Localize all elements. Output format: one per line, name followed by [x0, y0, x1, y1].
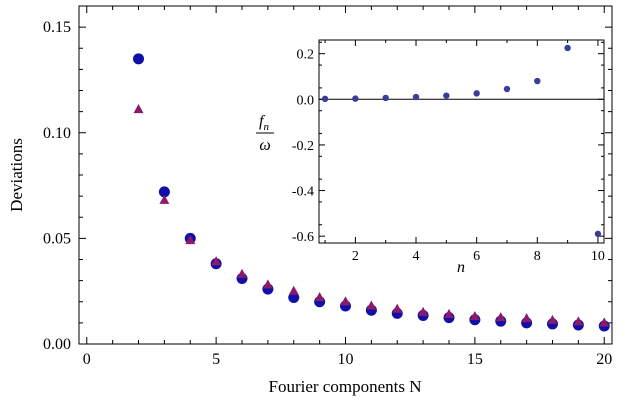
main-y-ticks: 0.00 0.05 0.10 0.15 — [43, 19, 612, 353]
inset-data-points — [321, 44, 602, 238]
inset-x-tick-label: 6 — [473, 249, 480, 264]
inset-y-tick-label: 0.0 — [297, 93, 315, 108]
inset-y-title-numerator-sub: n — [263, 121, 269, 133]
main-triangle-point — [418, 306, 429, 316]
inset-point — [564, 44, 571, 52]
main-y-tick-label: 0.15 — [43, 19, 71, 36]
inset-plot: 2 4 6 8 10 0.20.0-0.2-0.4-0.6 n fn ω — [256, 39, 605, 276]
inset-point — [443, 92, 450, 99]
main-triangle-point — [262, 279, 273, 289]
inset-y-tick-label: -0.4 — [292, 185, 314, 200]
main-data-points — [133, 53, 610, 332]
inset-y-tick-label: -0.6 — [292, 230, 314, 245]
main-y-tick-label: 0.05 — [43, 230, 71, 247]
main-triangle-point — [159, 194, 170, 204]
main-x-axis-title: Fourier components N — [269, 377, 422, 396]
main-triangle-point — [392, 303, 403, 313]
inset-plot-frame — [318, 39, 605, 244]
inset-point — [534, 77, 541, 85]
main-x-ticks: 0 5 10 15 20 — [83, 6, 612, 368]
main-x-tick-label: 0 — [83, 351, 91, 368]
inset-x-tick-label: 8 — [534, 249, 541, 264]
inset-y-title-numerator: fn — [259, 113, 269, 133]
main-circle-point — [288, 292, 300, 304]
inset-x-tick-label: 2 — [352, 249, 359, 264]
inset-y-title-numerator-main: f — [259, 113, 266, 130]
inset-point — [321, 95, 329, 103]
main-triangle-point — [237, 268, 247, 278]
main-triangle-point — [444, 308, 454, 318]
inset-x-tick-label: 10 — [591, 249, 605, 264]
main-triangle-point — [340, 296, 351, 306]
main-triangle-point — [366, 300, 377, 310]
main-triangle-point — [314, 292, 325, 302]
inset-y-axis-title: fn ω — [256, 113, 274, 154]
inset-point — [382, 94, 389, 102]
inset-x-axis-title: n — [457, 259, 465, 276]
inset-point — [594, 230, 602, 238]
inset-point — [412, 93, 420, 101]
main-triangle-point — [288, 285, 299, 295]
main-triangle-point — [573, 316, 584, 326]
main-triangle-point — [495, 312, 506, 322]
main-triangle-point — [469, 311, 480, 321]
main-y-axis-title: Deviations — [7, 138, 26, 212]
inset-point — [473, 90, 480, 97]
main-plot: 0 5 10 15 20 0.00 0.05 0.10 0.15 Fourier compon… — [7, 5, 613, 396]
inset-y-tick-label: 0.2 — [297, 48, 315, 63]
main-triangle-point — [211, 256, 222, 266]
main-triangle-point — [133, 104, 144, 114]
main-circle-point — [133, 53, 145, 65]
inset-x-tick-label: 4 — [413, 249, 420, 264]
inset-background — [287, 40, 604, 243]
inset-y-title-denominator: ω — [259, 137, 270, 154]
main-circle-point — [158, 186, 170, 198]
inset-y-tick-label: -0.2 — [292, 139, 314, 154]
inset-point — [503, 85, 511, 93]
main-triangle-point — [521, 313, 532, 323]
main-x-tick-label: 20 — [596, 351, 612, 368]
main-x-tick-label: 5 — [212, 351, 220, 368]
main-triangle-point — [185, 234, 196, 245]
main-y-tick-label: 0.00 — [43, 336, 71, 353]
main-triangle-point — [547, 314, 558, 324]
main-y-tick-label: 0.10 — [43, 125, 71, 142]
main-x-tick-label: 10 — [338, 351, 354, 368]
inset-y-ticks: 0.2 0.0 -0.2 -0.4 -0.6 — [292, 41, 604, 245]
inset-point — [352, 95, 359, 102]
inset-x-ticks: 2 4 6 8 10 — [324, 40, 605, 264]
main-triangle-point — [599, 317, 610, 327]
main-x-tick-label: 15 — [467, 351, 483, 368]
